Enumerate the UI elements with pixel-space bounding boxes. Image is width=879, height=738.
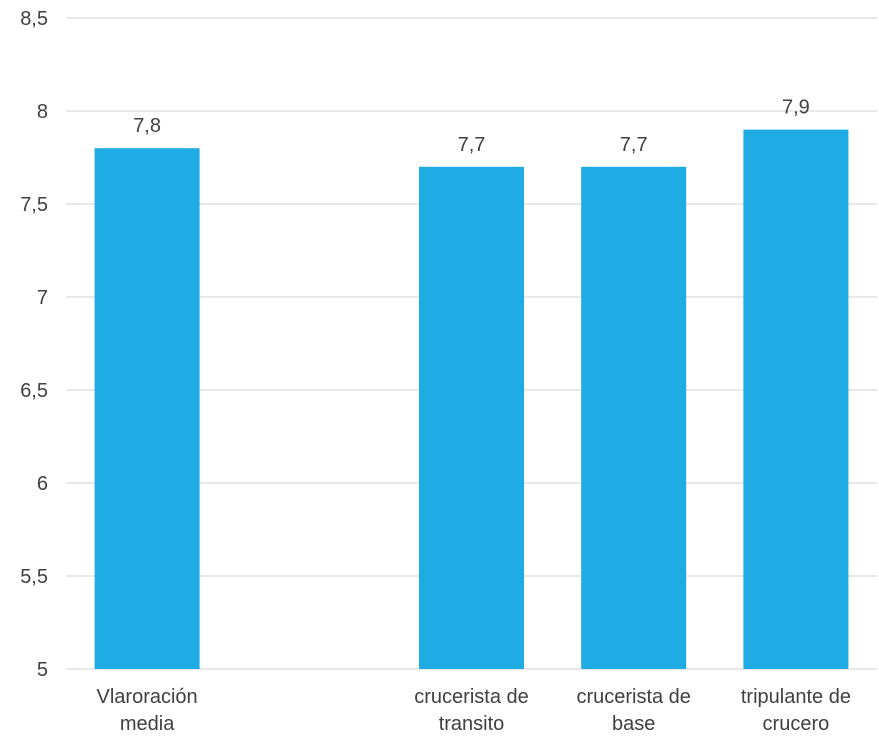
bar bbox=[94, 148, 200, 669]
y-tick-label: 5 bbox=[37, 659, 48, 681]
bars bbox=[94, 129, 849, 670]
data-label: 7,7 bbox=[458, 134, 486, 156]
x-category-label: Vlaroración bbox=[97, 686, 198, 708]
data-labels: 7,8 7,7 7,7 7,9 bbox=[133, 97, 810, 156]
x-category-label: crucerista de bbox=[576, 686, 691, 708]
data-label: 7,9 bbox=[782, 97, 810, 119]
x-category-label: crucerista de bbox=[414, 686, 529, 708]
y-tick-label: 7 bbox=[37, 287, 48, 309]
y-tick-label: 5,5 bbox=[20, 566, 48, 588]
y-tick-label: 6,5 bbox=[20, 380, 48, 402]
y-tick-label: 7,5 bbox=[20, 194, 48, 216]
bar bbox=[581, 166, 687, 670]
x-category-label: base bbox=[612, 713, 655, 735]
data-label: 7,7 bbox=[620, 134, 648, 156]
x-category-label: crucero bbox=[763, 713, 830, 735]
bar bbox=[419, 166, 524, 670]
y-axis: 5 5,5 6 6,5 7 7,5 8 8,5 bbox=[20, 8, 48, 681]
y-tick-label: 8 bbox=[37, 101, 48, 123]
x-axis: Vlaroración media crucerista de transito cru… bbox=[97, 686, 851, 735]
data-label: 7,8 bbox=[133, 115, 161, 137]
x-category-label: tripulante de bbox=[741, 686, 851, 708]
bar bbox=[743, 129, 849, 670]
x-category-label: transito bbox=[439, 713, 505, 735]
y-tick-label: 8,5 bbox=[20, 8, 48, 30]
x-category-label: media bbox=[120, 713, 175, 735]
y-tick-label: 6 bbox=[37, 473, 48, 495]
